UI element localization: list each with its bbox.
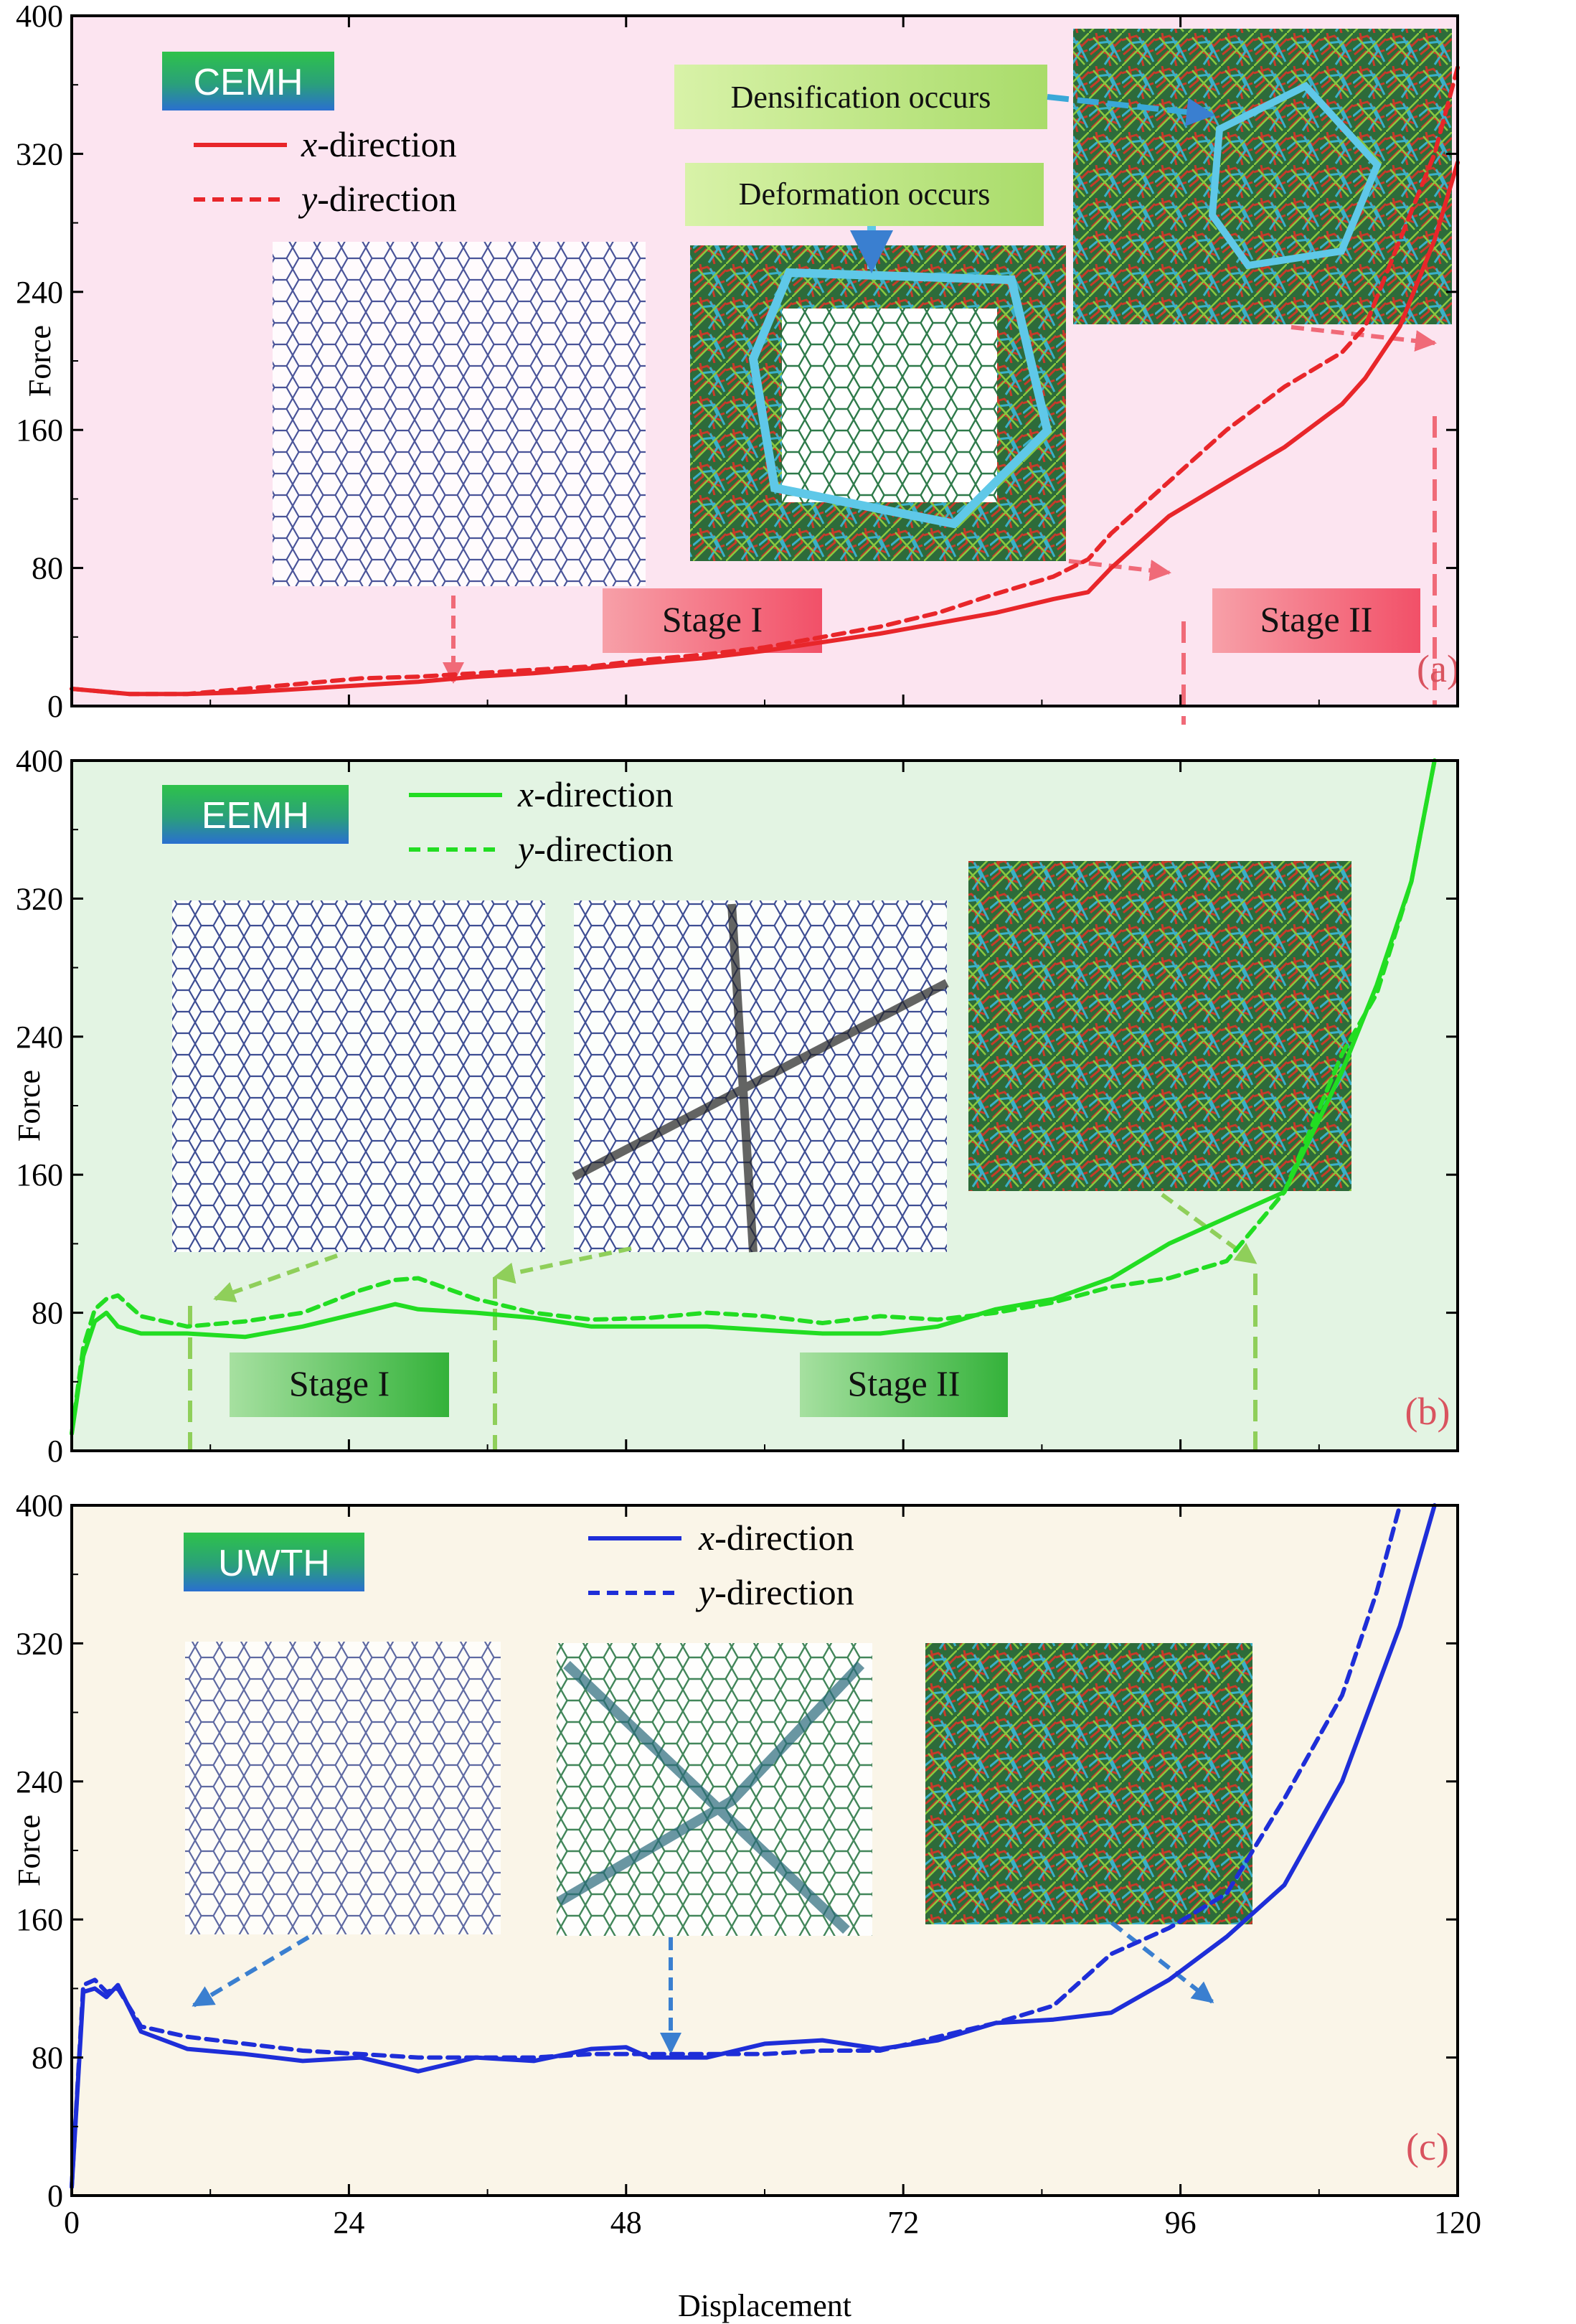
material-label: UWTH <box>218 1543 330 1584</box>
inset-image-bands <box>557 1643 872 1936</box>
shear-band <box>557 1660 865 1934</box>
inset-image-densification <box>1073 29 1452 324</box>
x-tick-label: 72 <box>887 2205 919 2240</box>
legend-x-label: x-direction <box>517 774 674 814</box>
series-line-x-direction <box>70 160 1460 697</box>
y-tick-label: 400 <box>16 743 63 778</box>
x-tick-label: 48 <box>610 2205 642 2240</box>
series-line-y-direction <box>70 1503 1402 2189</box>
y-tick-label: 80 <box>32 2041 63 2076</box>
series-layer <box>70 1503 1437 2189</box>
panel-label: (c) <box>1406 2125 1449 2168</box>
series-line-y-direction <box>70 65 1460 697</box>
x-tick-label: 120 <box>1434 2205 1481 2240</box>
y-tick-label: 320 <box>16 136 63 171</box>
panel-label: (a) <box>1417 647 1460 690</box>
densification-highlight <box>1208 81 1382 270</box>
y-tick-label: 0 <box>47 689 63 724</box>
inset-image-initial <box>185 1642 501 1934</box>
material-badge: EEMH <box>162 785 349 844</box>
y-axis-title: Force <box>22 325 57 397</box>
panel-c: UWTH x-direction y-direction (c) 0 80 160 2… <box>11 1488 1481 2323</box>
legend-y-label: y-direction <box>514 829 674 869</box>
axes: 0 80 160 240 320 400 <box>16 0 1459 724</box>
stage-2-box <box>1212 588 1420 653</box>
inset-image-initial <box>172 900 545 1252</box>
inset-image-dense <box>925 1643 1252 1924</box>
material-label: CEMH <box>193 62 303 103</box>
inset-image-deformed-hexagon <box>273 242 646 586</box>
stage-2-label: Stage II <box>1260 599 1373 639</box>
series-layer <box>70 758 1437 1436</box>
axes: 0 80 160 240 320 400 <box>16 743 1459 1469</box>
legend-y-label: y-direction <box>695 1572 854 1612</box>
y-tick-label: 0 <box>47 2178 63 2214</box>
stage-2-box <box>800 1352 1008 1417</box>
stage-1-label: Stage I <box>289 1363 390 1403</box>
legend-x-label: x-direction <box>698 1518 854 1558</box>
inset-hexagon-core <box>782 309 997 502</box>
annotation-densification-label: Densification occurs <box>731 80 991 115</box>
y-tick-label: 160 <box>16 1902 63 1937</box>
stage-arrows <box>188 1192 1258 1451</box>
y-axis-title: Force <box>11 1815 47 1886</box>
annotation-densification: Densification occurs <box>674 65 1215 129</box>
y-tick-label: 160 <box>16 413 63 448</box>
inset-image-dense <box>968 861 1351 1191</box>
x-tick-label: 0 <box>64 2205 80 2240</box>
y-tick-label: 80 <box>32 1296 63 1331</box>
y-tick-label: 400 <box>16 0 63 34</box>
legend-y-label: y-direction <box>298 179 457 219</box>
legend: x-direction y-direction <box>588 1518 854 1612</box>
y-tick-label: 80 <box>32 551 63 586</box>
stage-2-label: Stage II <box>848 1363 961 1403</box>
y-tick-label: 320 <box>16 1626 63 1661</box>
x-axis-title: Displacement <box>678 2288 851 2323</box>
series-line-y-direction <box>70 758 1437 1436</box>
annotation-deformation: Deformation occurs <box>685 163 1044 273</box>
y-tick-label: 0 <box>47 1434 63 1469</box>
y-axis-title: Force <box>11 1070 47 1142</box>
insets: Densification occurs Deformation occurs <box>273 29 1452 586</box>
series-layer <box>70 65 1460 697</box>
stage-arrows <box>443 325 1437 725</box>
y-tick-label: 240 <box>16 275 63 310</box>
y-tick-label: 320 <box>16 881 63 916</box>
material-badge: CEMH <box>162 52 334 110</box>
insets <box>185 1642 1252 1936</box>
y-tick-label: 400 <box>16 1488 63 1523</box>
panel-label: (b) <box>1405 1390 1450 1433</box>
panel-a: Densification occurs Deformation occurs … <box>16 0 1460 725</box>
stage-1-label: Stage I <box>662 599 763 639</box>
axes: 0 80 160 240 320 400 0 24 48 72 96 120 <box>16 1488 1481 2240</box>
stage-labels: Stage I Stage II <box>230 1352 1008 1417</box>
legend: x-direction y-direction <box>194 124 457 219</box>
legend: x-direction y-direction <box>409 774 674 869</box>
insets <box>172 861 1351 1253</box>
panel-b: Stage I Stage II EEMH x-direction y-dire… <box>11 743 1459 1469</box>
material-badge: UWTH <box>184 1533 364 1591</box>
shear-band <box>572 903 949 1253</box>
legend-x-label: x-direction <box>301 124 457 164</box>
stage-1-box <box>230 1352 449 1417</box>
y-tick-label: 240 <box>16 1764 63 1800</box>
annotation-deformation-label: Deformation occurs <box>739 177 991 212</box>
y-tick-label: 160 <box>16 1157 63 1192</box>
deformation-highlight <box>748 268 1052 529</box>
stage-labels: Stage I Stage II <box>603 588 1420 653</box>
series-line-x-direction <box>70 758 1437 1436</box>
x-tick-label: 24 <box>333 2205 364 2240</box>
x-tick-label: 96 <box>1165 2205 1197 2240</box>
material-label: EEMH <box>202 795 309 837</box>
stage-arrows <box>192 1921 1214 2054</box>
y-tick-label: 240 <box>16 1020 63 1055</box>
